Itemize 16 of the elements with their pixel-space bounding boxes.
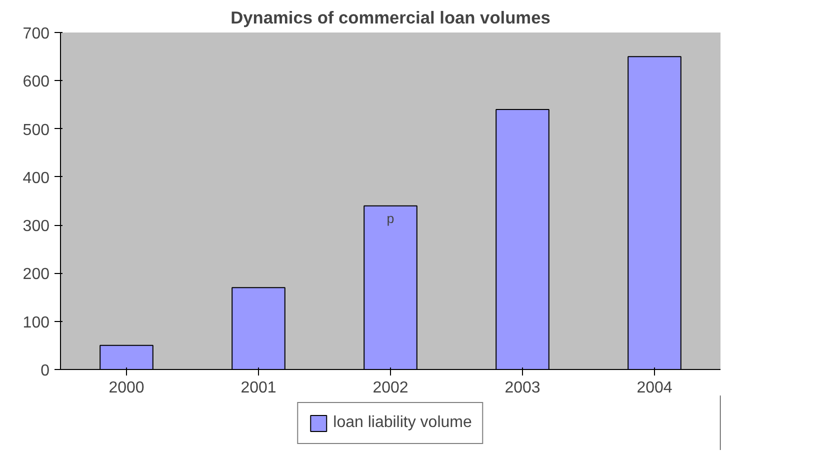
legend-label: loan liability volume (333, 414, 472, 432)
x-tick-label: 2002 (372, 380, 408, 396)
chart-title: Dynamics of commercial loan volumes (230, 8, 550, 28)
y-tick-label: 400 (22, 170, 50, 187)
y-tick-label: 200 (22, 266, 50, 284)
y-tick-label: 100 (22, 314, 50, 332)
y-tick-label: 700 (22, 26, 50, 42)
annotation: p (386, 210, 394, 226)
y-tick-label: 0 (40, 362, 50, 380)
y-tick-label: 600 (22, 74, 50, 91)
x-tick-label: 2004 (636, 380, 672, 396)
x-tick-label: 2001 (240, 380, 276, 396)
x-tick-label: 2000 (108, 380, 144, 396)
y-tick-label: 500 (22, 122, 50, 139)
y-tick-label: 300 (22, 218, 50, 236)
x-tick-label: 2003 (504, 380, 540, 396)
